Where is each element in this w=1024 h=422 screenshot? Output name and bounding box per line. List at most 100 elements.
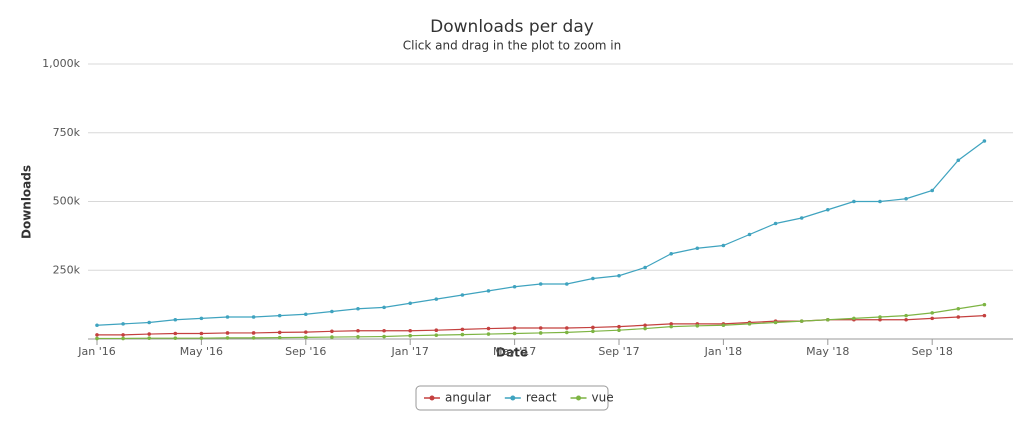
legend-label[interactable]: vue: [592, 391, 614, 405]
data-point: [147, 332, 151, 336]
data-point: [251, 315, 256, 319]
data-point: [643, 265, 647, 270]
data-point: [330, 335, 334, 339]
data-point: [617, 328, 621, 333]
data-point: [799, 216, 804, 220]
data-point: [121, 322, 125, 326]
data-point: [382, 328, 386, 333]
y-axis-title: Downloads: [20, 165, 34, 239]
data-point: [121, 336, 125, 341]
legend-label[interactable]: react: [526, 391, 557, 405]
data-point: [434, 328, 439, 333]
data-point: [173, 317, 178, 322]
data-point: [356, 306, 360, 311]
data-point: [486, 326, 491, 331]
data-point: [591, 325, 595, 330]
data-point: [565, 326, 569, 330]
data-point: [643, 323, 647, 328]
data-point: [538, 282, 543, 286]
data-point: [617, 324, 621, 329]
data-point: [95, 333, 99, 337]
data-point: [538, 331, 543, 335]
data-point: [669, 322, 673, 326]
data-point: [251, 331, 256, 335]
data-point: [982, 139, 987, 143]
data-point: [408, 301, 413, 306]
data-point: [930, 188, 934, 193]
x-tick-label: Sep '18: [912, 345, 953, 358]
data-point: [434, 333, 439, 337]
data-point: [199, 331, 204, 336]
data-point: [852, 199, 856, 204]
data-point: [382, 334, 386, 339]
data-point: [565, 282, 569, 286]
data-point: [121, 333, 125, 337]
data-point: [199, 316, 204, 321]
data-point: [982, 302, 987, 307]
data-point: [878, 199, 882, 204]
data-point: [747, 322, 752, 326]
data-point: [199, 336, 204, 340]
data-point: [225, 336, 230, 340]
data-point: [304, 330, 308, 334]
x-tick-label: Jan '17: [390, 345, 428, 358]
data-point: [904, 196, 908, 201]
data-point: [826, 317, 830, 322]
data-point: [591, 276, 595, 281]
data-point: [878, 315, 882, 319]
data-point: [304, 335, 308, 340]
data-point: [669, 324, 673, 329]
data-point: [277, 313, 282, 318]
x-tick-label: Jan '18: [704, 345, 742, 358]
data-point: [95, 323, 99, 328]
data-point: [799, 319, 804, 323]
data-point: [486, 332, 491, 336]
data-point: [721, 243, 726, 248]
y-tick-label: 750k: [53, 126, 81, 139]
legend-label[interactable]: angular: [445, 391, 491, 405]
data-point: [565, 330, 569, 335]
data-point: [721, 323, 726, 328]
data-point: [330, 329, 334, 334]
data-point: [695, 324, 700, 328]
data-point: [277, 335, 282, 340]
data-point: [591, 329, 595, 334]
data-point: [852, 316, 856, 321]
data-point: [251, 336, 256, 340]
chart-title: Downloads per day: [430, 17, 594, 37]
legend-marker: [576, 395, 582, 401]
data-point: [434, 297, 439, 301]
data-point: [904, 313, 908, 318]
data-point: [460, 327, 465, 332]
data-point: [356, 328, 360, 333]
data-point: [982, 313, 987, 318]
data-point: [669, 251, 673, 256]
chart-subtitle: Click and drag in the plot to zoom in: [403, 39, 622, 53]
data-point: [956, 306, 961, 311]
x-tick-label: Sep '17: [598, 345, 639, 358]
data-point: [695, 246, 700, 251]
data-point: [382, 305, 386, 310]
data-point: [538, 326, 543, 330]
data-point: [930, 311, 934, 315]
x-tick-label: Sep '16: [285, 345, 326, 358]
data-point: [956, 158, 961, 163]
data-point: [304, 312, 308, 317]
data-point: [408, 333, 413, 338]
data-point: [617, 273, 621, 278]
data-point: [878, 317, 882, 322]
x-tick-label: May '17: [493, 345, 536, 358]
data-point: [747, 232, 752, 237]
y-tick-label: 250k: [53, 263, 81, 276]
x-tick-label: May '16: [180, 345, 223, 358]
data-point: [930, 316, 934, 321]
data-point: [773, 320, 778, 325]
data-point: [956, 315, 961, 319]
data-point: [173, 336, 178, 340]
data-point: [460, 293, 465, 297]
data-point: [356, 335, 360, 339]
data-point: [773, 221, 778, 226]
legend-marker: [429, 395, 435, 401]
data-point: [643, 326, 647, 331]
